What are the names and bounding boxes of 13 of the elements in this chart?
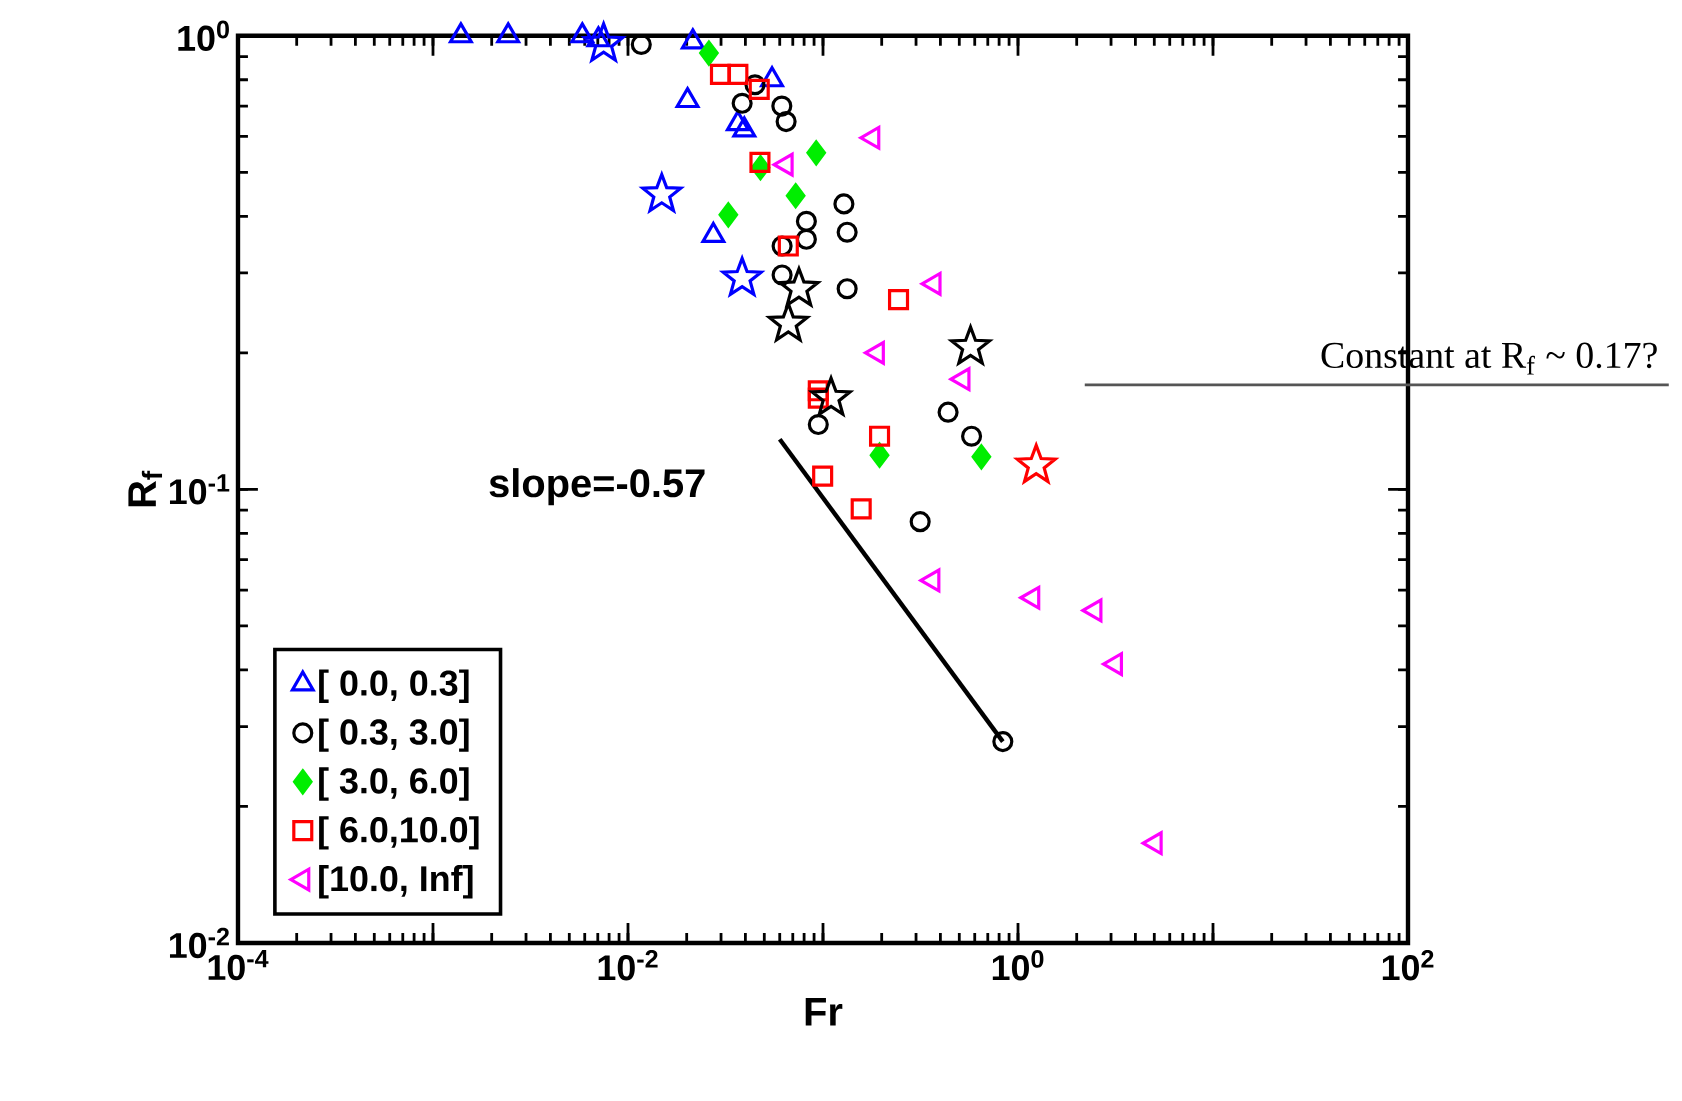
annotation: slope=-0.57 bbox=[489, 468, 705, 506]
y-axis-title: R$_{f}$ bbox=[128, 470, 163, 507]
legend-label: [10.0, Inf] bbox=[319, 865, 473, 899]
legend-label: [ 6.0,10.0] bbox=[319, 816, 479, 850]
legend-label: [ 3.0, 6.0] bbox=[319, 767, 469, 801]
x-axis-title: Fr bbox=[805, 998, 843, 1026]
x-tick-label: 10$^{2}$ bbox=[1382, 950, 1434, 981]
y-tick-label: 10$^{-1}$ bbox=[169, 474, 230, 505]
legend-label: [ 0.3, 3.0] bbox=[319, 718, 469, 752]
x-tick-label: 10$^{0}$ bbox=[992, 950, 1044, 981]
y-tick-label: 10$^{0}$ bbox=[178, 20, 229, 51]
x-tick-label: 10$^{-2}$ bbox=[598, 950, 658, 981]
legend-label: [ 0.0, 0.3] bbox=[319, 669, 469, 703]
